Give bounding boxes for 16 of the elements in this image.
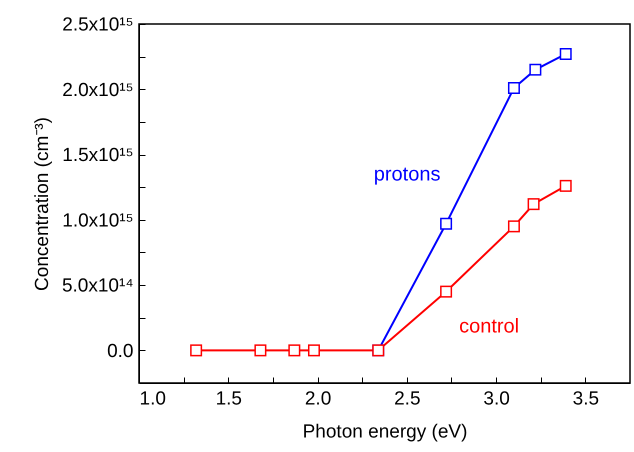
y-tick-label: 0.0: [107, 340, 134, 362]
x-tick-label: 1.5: [216, 388, 242, 410]
x-tick-label: 2.5: [394, 388, 421, 410]
x-tick-label: 1.0: [140, 388, 166, 410]
y-tick-label: 2.0x10¹⁵: [62, 80, 134, 101]
x-tick-label: 3.5: [572, 388, 600, 410]
series-label: protons: [374, 164, 440, 186]
y-tick-label: 2.5x10¹⁵: [62, 14, 134, 36]
x-tick-label: 2.0: [304, 388, 332, 410]
y-tick-label: 1.0x10¹⁵: [62, 210, 134, 232]
y-tick-label: 1.5x10¹⁵: [62, 145, 134, 166]
x-axis-title: Photon energy (eV): [302, 422, 468, 442]
series-label: control: [459, 316, 520, 338]
x-tick-label: 3.0: [483, 388, 510, 410]
y-axis-title: Concentration (cm⁻³): [32, 117, 53, 291]
y-tick-label: 5.0x10¹⁴: [62, 276, 134, 297]
